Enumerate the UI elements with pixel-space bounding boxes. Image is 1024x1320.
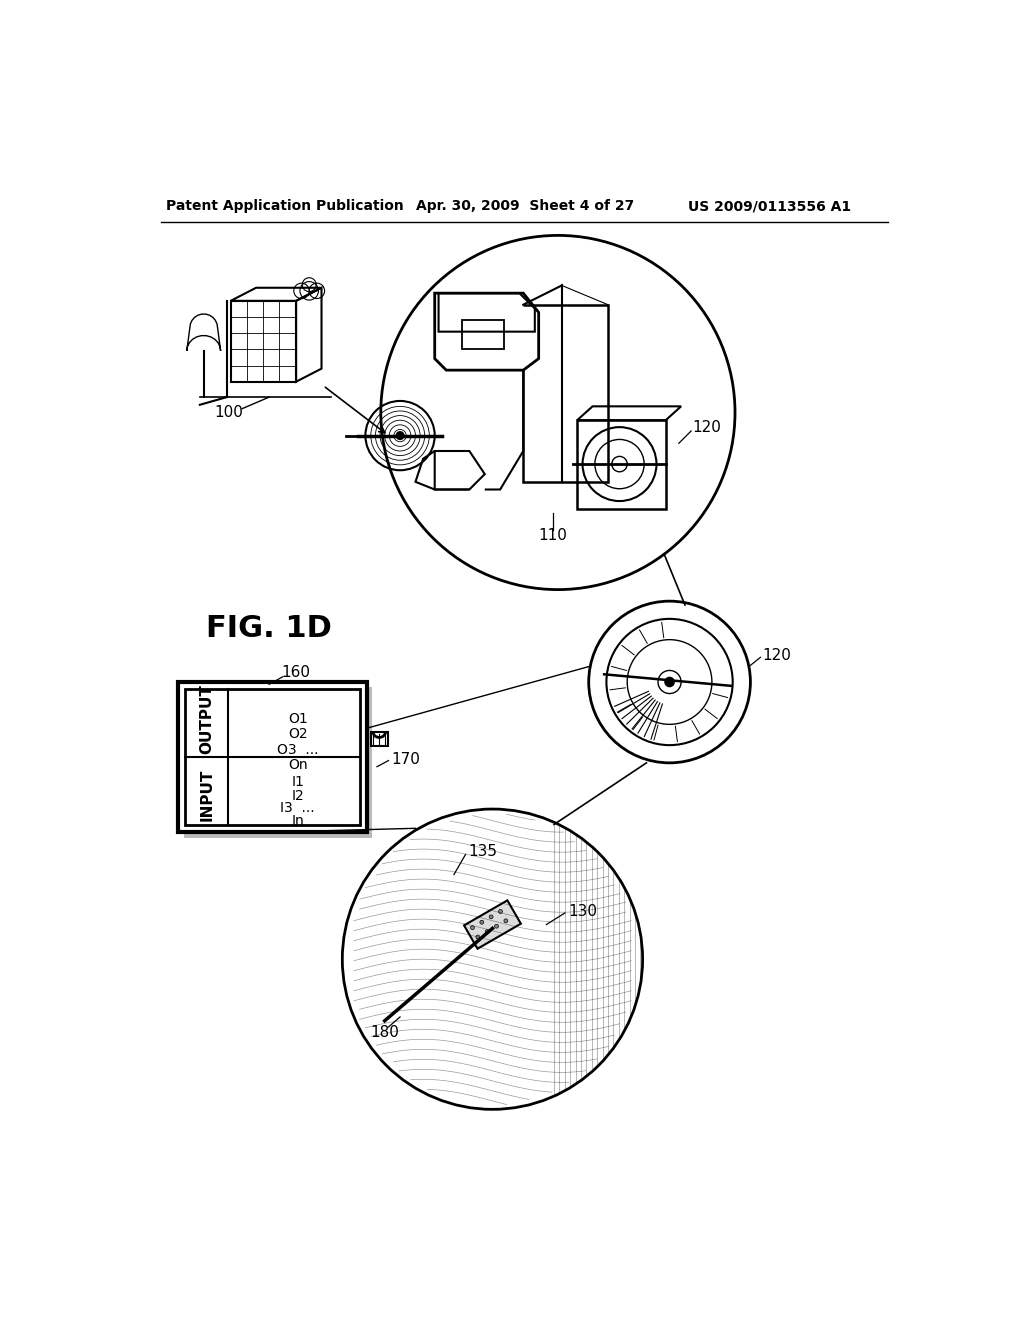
Text: I3  ...: I3 ... — [281, 800, 315, 814]
Bar — [578, 420, 666, 508]
Text: 135: 135 — [468, 843, 497, 859]
Text: 100: 100 — [215, 405, 244, 420]
Circle shape — [485, 929, 489, 933]
Text: FIG. 1D: FIG. 1D — [206, 614, 332, 643]
Text: 160: 160 — [282, 665, 310, 680]
Bar — [178, 682, 367, 832]
Bar — [462, 321, 504, 350]
Bar — [185, 689, 360, 825]
Text: O1: O1 — [288, 711, 307, 726]
Circle shape — [480, 920, 483, 924]
Text: 130: 130 — [568, 904, 597, 919]
Text: US 2009/0113556 A1: US 2009/0113556 A1 — [688, 199, 851, 213]
Text: On: On — [288, 758, 307, 772]
Text: 110: 110 — [538, 528, 567, 544]
Text: 120: 120 — [692, 420, 722, 436]
Circle shape — [665, 677, 674, 686]
Circle shape — [499, 909, 503, 913]
Polygon shape — [464, 900, 521, 949]
Text: Patent Application Publication: Patent Application Publication — [166, 199, 403, 213]
Bar — [183, 688, 373, 837]
Bar — [371, 733, 388, 746]
Text: I1: I1 — [291, 775, 304, 789]
Circle shape — [476, 935, 480, 939]
Circle shape — [489, 915, 494, 919]
Text: 120: 120 — [762, 648, 791, 663]
Text: 180: 180 — [371, 1024, 399, 1040]
Text: O3  ...: O3 ... — [276, 743, 318, 756]
Circle shape — [504, 919, 508, 923]
Circle shape — [471, 925, 474, 929]
Circle shape — [396, 432, 403, 440]
Text: Apr. 30, 2009  Sheet 4 of 27: Apr. 30, 2009 Sheet 4 of 27 — [416, 199, 634, 213]
Text: INPUT: INPUT — [200, 768, 214, 821]
Circle shape — [495, 924, 499, 928]
Text: In: In — [291, 813, 304, 828]
Text: 170: 170 — [391, 751, 420, 767]
Text: OUTPUT: OUTPUT — [200, 684, 214, 754]
Text: I2: I2 — [291, 789, 304, 803]
Text: O2: O2 — [288, 727, 307, 742]
